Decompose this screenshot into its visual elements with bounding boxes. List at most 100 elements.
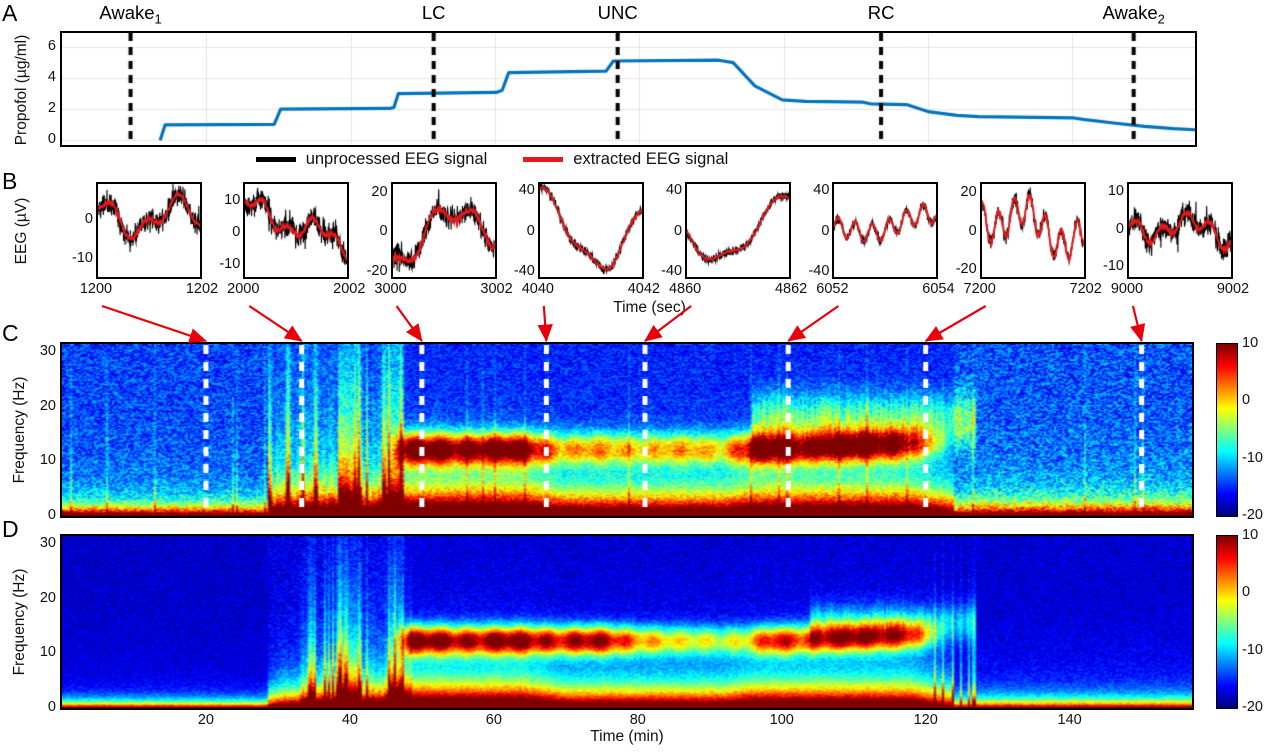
eeg-subplot-ytick: 0 xyxy=(526,222,535,239)
eeg-trace-canvas xyxy=(539,184,642,277)
time-xtick: 60 xyxy=(485,712,502,728)
eeg-subplot: 40 0 -40 6052 6054 xyxy=(802,182,955,300)
frequency-ytick: 0 xyxy=(47,507,56,523)
legend-swatch-unprocessed-line xyxy=(255,157,296,162)
panel-a-label: A xyxy=(2,0,18,26)
eeg-subplot-ytick: -40 xyxy=(808,262,830,279)
panel-a-ytick: 4 xyxy=(47,69,56,86)
time-xtick: 100 xyxy=(769,712,794,728)
eeg-subplot-xtick: 1202 xyxy=(185,281,219,297)
eeg-subplot-xtick: 9002 xyxy=(1216,281,1250,297)
eeg-subplot-ytick: 0 xyxy=(968,222,977,239)
colorbar-d-canvas xyxy=(1217,536,1237,708)
panel-a-plot-frame xyxy=(60,31,1197,147)
eeg-subplot-frame xyxy=(685,182,792,279)
eeg-trace-canvas xyxy=(981,184,1084,277)
time-xtick: 20 xyxy=(197,712,214,728)
eeg-subplot: 10 0 -10 9000 9002 xyxy=(1097,182,1249,300)
event-label-subscript: 2 xyxy=(1157,11,1165,27)
eeg-trace-canvas xyxy=(1128,184,1231,277)
frequency-ytick: 20 xyxy=(39,589,56,606)
panel-a-ytick: 0 xyxy=(47,131,56,148)
eeg-subplot-ytick: 0 xyxy=(379,223,388,240)
event-label: RC xyxy=(867,2,895,23)
eeg-subplot-xtick: 4040 xyxy=(521,281,554,297)
colorbar-tick: 0 xyxy=(1242,392,1251,409)
legend-swatch-extracted-line xyxy=(523,157,564,162)
colorbar-c-frame xyxy=(1216,343,1238,517)
eeg-subplot-xtick: 1200 xyxy=(79,281,113,297)
time-xtick: 120 xyxy=(913,712,938,728)
eeg-trace-canvas xyxy=(245,184,348,277)
eeg-subplot-ytick: 0 xyxy=(232,224,241,241)
colorbar-tick: -10 xyxy=(1242,641,1263,658)
eeg-trace-canvas xyxy=(687,184,790,277)
eeg-subplot-frame xyxy=(832,182,939,279)
eeg-subplot-ytick: -10 xyxy=(72,249,93,266)
eeg-subplot-xtick: 3002 xyxy=(480,281,513,297)
eeg-subplot-frame xyxy=(390,182,497,279)
eeg-subplot-ytick: 20 xyxy=(960,183,977,200)
event-label-subscript: 1 xyxy=(154,11,162,27)
legend-label-extracted: extracted EEG signal xyxy=(573,150,729,168)
legend-item-unprocessed: unprocessed EEG signal xyxy=(255,150,487,169)
eeg-subplot-xtick: 7202 xyxy=(1069,281,1102,297)
time-xtick: 40 xyxy=(341,712,358,728)
legend-item-extracted: extracted EEG signal xyxy=(523,150,728,169)
eeg-subplot: 40 0 -40 4860 4862 xyxy=(655,182,807,300)
eeg-subplot-frame xyxy=(979,182,1086,279)
eeg-subplot-xtick: 6052 xyxy=(816,281,849,297)
event-label: Awake1 xyxy=(99,2,162,27)
eeg-trace-canvas xyxy=(392,184,495,277)
spectrogram-extracted-canvas xyxy=(62,536,1192,708)
panel-c-plot-frame xyxy=(60,342,1194,518)
colorbar-tick: -10 xyxy=(1242,449,1263,466)
eeg-subplot: 10 0 -10 2000 2002 xyxy=(213,182,365,300)
colorbar-tick: 0 xyxy=(1242,584,1251,601)
eeg-subplot-ytick: 20 xyxy=(371,183,388,200)
colorbar-tick: 10 xyxy=(1242,527,1259,543)
eeg-subplot-ytick: 40 xyxy=(518,182,535,199)
eeg-subplot-ytick: -10 xyxy=(219,256,241,273)
eeg-subplot-xtick: 6054 xyxy=(922,281,955,297)
eeg-subplot: 40 0 -40 4040 4042 xyxy=(508,182,660,300)
eeg-subplot-ytick: 40 xyxy=(813,182,830,199)
frequency-ytick: 20 xyxy=(39,397,56,414)
eeg-trace-canvas xyxy=(98,184,200,277)
eeg-subplot-ytick: 0 xyxy=(84,210,93,227)
eeg-subplot-frame xyxy=(243,182,350,279)
eeg-subplot-ytick: 0 xyxy=(821,222,830,239)
propofol-line-chart-canvas xyxy=(62,33,1195,145)
frequency-ytick: 30 xyxy=(39,343,56,360)
time-xtick: 80 xyxy=(629,712,646,728)
legend: unprocessed EEG signal extracted EEG sig… xyxy=(62,150,922,169)
colorbar-tick: -20 xyxy=(1242,699,1263,715)
eeg-subplot-ytick: 10 xyxy=(224,192,241,209)
colorbar-c-canvas xyxy=(1217,344,1237,516)
colorbar-tick: 10 xyxy=(1242,335,1259,351)
event-label: UNC xyxy=(597,2,638,23)
eeg-subplot-xtick: 4860 xyxy=(668,281,702,297)
eeg-subplot: 0 -10 1200 1202 xyxy=(66,182,218,300)
eeg-subplot-xtick: 4862 xyxy=(774,281,808,297)
eeg-subplot-xtick: 4042 xyxy=(627,281,660,297)
eeg-subplot-frame xyxy=(1126,182,1233,279)
eeg-subplot-ytick: 40 xyxy=(665,182,683,199)
eeg-subplot-frame xyxy=(96,182,202,279)
eeg-subplot-xtick: 9000 xyxy=(1110,281,1144,297)
panel-d-xlabel: Time (min) xyxy=(590,728,664,745)
eeg-subplot-ytick: -20 xyxy=(955,261,977,278)
eeg-subplots-row: 0 -10 1200 1202 10 0 -10 2000 2002 20 0 -20 3000 3002… xyxy=(66,182,1249,300)
panel-a-ytick: 6 xyxy=(47,38,56,54)
eeg-subplot: 20 0 -20 3000 3002 xyxy=(361,182,513,300)
event-label: Awake2 xyxy=(1102,2,1165,27)
panel-d-plot-frame xyxy=(60,534,1194,710)
panel-b-label: B xyxy=(2,168,18,194)
frequency-ytick: 10 xyxy=(39,452,56,469)
eeg-subplot-xtick: 3000 xyxy=(374,281,407,297)
event-label: LC xyxy=(421,2,446,23)
eeg-subplot-frame xyxy=(537,182,644,279)
eeg-subplot: 20 0 -20 7200 7202 xyxy=(950,182,1102,300)
frequency-ytick: 0 xyxy=(47,699,56,715)
